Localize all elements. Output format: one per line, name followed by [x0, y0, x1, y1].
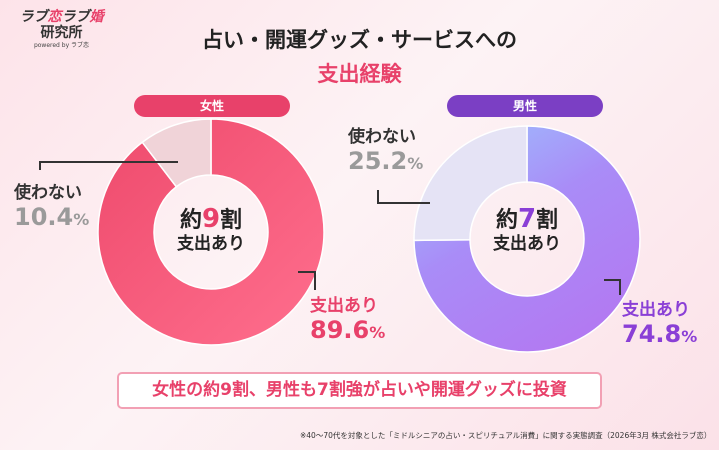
footnote: ※40〜70代を対象とした「ミドルシニアの占い・スピリチュアル消費」に関する実態… — [300, 431, 712, 440]
female-none-label: 使わない 10.4% — [14, 183, 90, 232]
leader-line-male-none — [377, 190, 430, 204]
page-subtitle: 支出経験 — [317, 62, 402, 86]
male-center-label: 約7割 支出あり — [493, 204, 561, 254]
page-title: 占い・開運グッズ・サービスへの — [202, 28, 517, 52]
female-spend-label: 支出あり 89.6% — [310, 296, 386, 345]
leader-line-male-spend — [604, 279, 621, 295]
male-chart-title: 男性 — [447, 95, 603, 117]
leader-line-female-spend — [298, 271, 316, 290]
male-spend-label: 支出あり 74.8% — [622, 300, 698, 349]
male-slice-spend — [413, 125, 641, 353]
male-none-label: 使わない 25.2% — [348, 127, 424, 176]
female-slice-none — [141, 118, 212, 188]
leader-line-female-none — [39, 161, 178, 170]
female-center-label: 約9割 支出あり — [177, 204, 245, 254]
male-slice-none — [413, 125, 528, 242]
female-chart-title: 女性 — [134, 95, 290, 117]
female-slice-spend — [97, 118, 325, 346]
summary-banner: 女性の約9割、男性も7割強が占いや開運グッズに投資 — [117, 372, 602, 409]
logo: ラブ恋ラブ婚 研究所 powered by ラブ恋 — [19, 9, 104, 49]
